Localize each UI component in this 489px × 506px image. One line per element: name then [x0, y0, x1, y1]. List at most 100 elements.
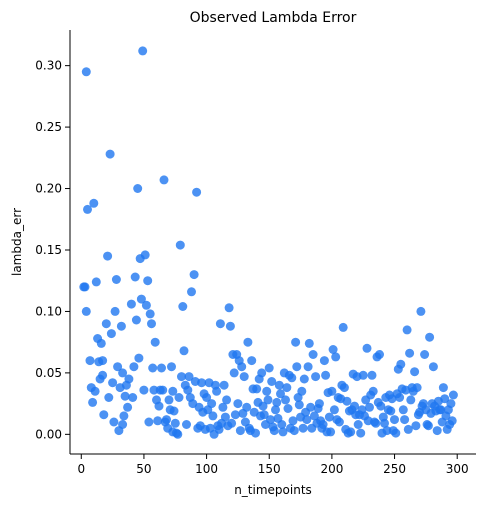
scatter-point [129, 362, 139, 372]
scatter-point [85, 356, 95, 366]
scatter-point [371, 418, 381, 428]
scatter-point [311, 372, 321, 382]
scatter-point [130, 272, 140, 282]
scatter-point [149, 385, 159, 395]
scatter-point [101, 319, 111, 329]
scatter-point [118, 368, 128, 378]
y-tick-label: 0.25 [35, 120, 62, 134]
x-tick-label: 100 [195, 462, 218, 476]
scatter-point [126, 299, 136, 309]
scatter-point [173, 429, 183, 439]
scatter-point [328, 345, 338, 354]
scatter-point [278, 427, 288, 437]
x-tick-label: 250 [383, 462, 406, 476]
scatter-points [79, 46, 458, 439]
scatter-point [258, 401, 268, 411]
scatter-point [233, 399, 243, 409]
scatter-point [440, 394, 450, 404]
scatter-point [158, 385, 168, 395]
scatter-point [113, 362, 123, 372]
scatter-point [400, 415, 410, 425]
scatter-point [356, 428, 366, 438]
scatter-point [448, 390, 458, 400]
scatter-point [375, 350, 384, 359]
scatter-point [297, 386, 307, 396]
scatter-point [111, 275, 121, 284]
scatter-point [159, 175, 169, 185]
scatter-point [175, 240, 185, 250]
scatter-point [386, 406, 396, 416]
scatter-point [109, 417, 119, 427]
scatter-point [263, 395, 273, 405]
scatter-point [274, 380, 284, 390]
scatter-point [229, 368, 239, 378]
scatter-point [154, 401, 164, 411]
scatter-point [367, 370, 377, 380]
scatter-point [215, 319, 225, 329]
scatter-point [396, 359, 406, 369]
scatter-point [178, 302, 188, 311]
scatter-point [269, 426, 279, 436]
scatter-point [90, 386, 100, 396]
scatter-point [271, 405, 280, 415]
scatter-point [167, 362, 176, 372]
scatter-point [438, 383, 448, 393]
scatter-point [192, 187, 202, 197]
x-tick-label: 0 [77, 462, 85, 476]
scatter-point [81, 67, 91, 77]
scatter-point [96, 338, 106, 348]
scatter-point [208, 411, 218, 421]
scatter-point [170, 418, 180, 428]
scatter-point [283, 404, 293, 413]
scatter-point [425, 332, 435, 342]
scatter-point [338, 322, 348, 332]
scatter-point [120, 391, 130, 401]
scatter-point [140, 250, 150, 260]
scatter-point [220, 412, 230, 422]
scatter-point [136, 294, 146, 304]
scatter-point [237, 362, 247, 372]
scatter-point [267, 377, 277, 386]
scatter-point [218, 402, 228, 412]
scatter-point [147, 319, 156, 329]
scatter-point [98, 356, 108, 366]
scatter-point [212, 386, 222, 396]
scatter-point [405, 348, 415, 358]
scatter-point [299, 374, 309, 384]
scatter-point [164, 395, 174, 405]
scatter-point [177, 372, 186, 382]
scatter-point [118, 420, 128, 429]
scatter-point [391, 428, 401, 438]
scatter-point [368, 386, 378, 396]
scatter-point [380, 418, 389, 428]
scatter-point [410, 367, 420, 377]
scatter-point [104, 393, 114, 402]
scatter-point [81, 306, 91, 316]
scatter-point [251, 428, 260, 438]
scatter-point [423, 421, 433, 431]
scatter-point [411, 421, 421, 431]
scatter-point [162, 415, 171, 425]
y-tick-label: 0.05 [35, 366, 62, 380]
scatter-point [402, 325, 412, 335]
scatter-point [291, 337, 301, 347]
x-tick-label: 200 [320, 462, 343, 476]
scatter-point [395, 393, 405, 402]
scatter-point [99, 410, 109, 420]
scatter-point [292, 362, 302, 372]
scatter-point [179, 346, 189, 356]
scatter-point [239, 372, 249, 382]
scatter-point [331, 352, 341, 362]
scatter-point [446, 399, 456, 409]
scatter-point [390, 415, 399, 425]
y-axis-ticks: 0.00 0.05 0.10 0.15 0.20 0.25 0.30 [35, 59, 70, 441]
scatter-point [304, 338, 314, 348]
scatter-point [358, 370, 368, 380]
x-tick-label: 50 [136, 462, 151, 476]
scatter-point [141, 300, 151, 310]
scatter-point [133, 184, 143, 193]
scatter-point [168, 386, 178, 396]
scatter-point [116, 321, 126, 331]
scatter-point [123, 402, 133, 412]
scatter-point [222, 395, 232, 405]
